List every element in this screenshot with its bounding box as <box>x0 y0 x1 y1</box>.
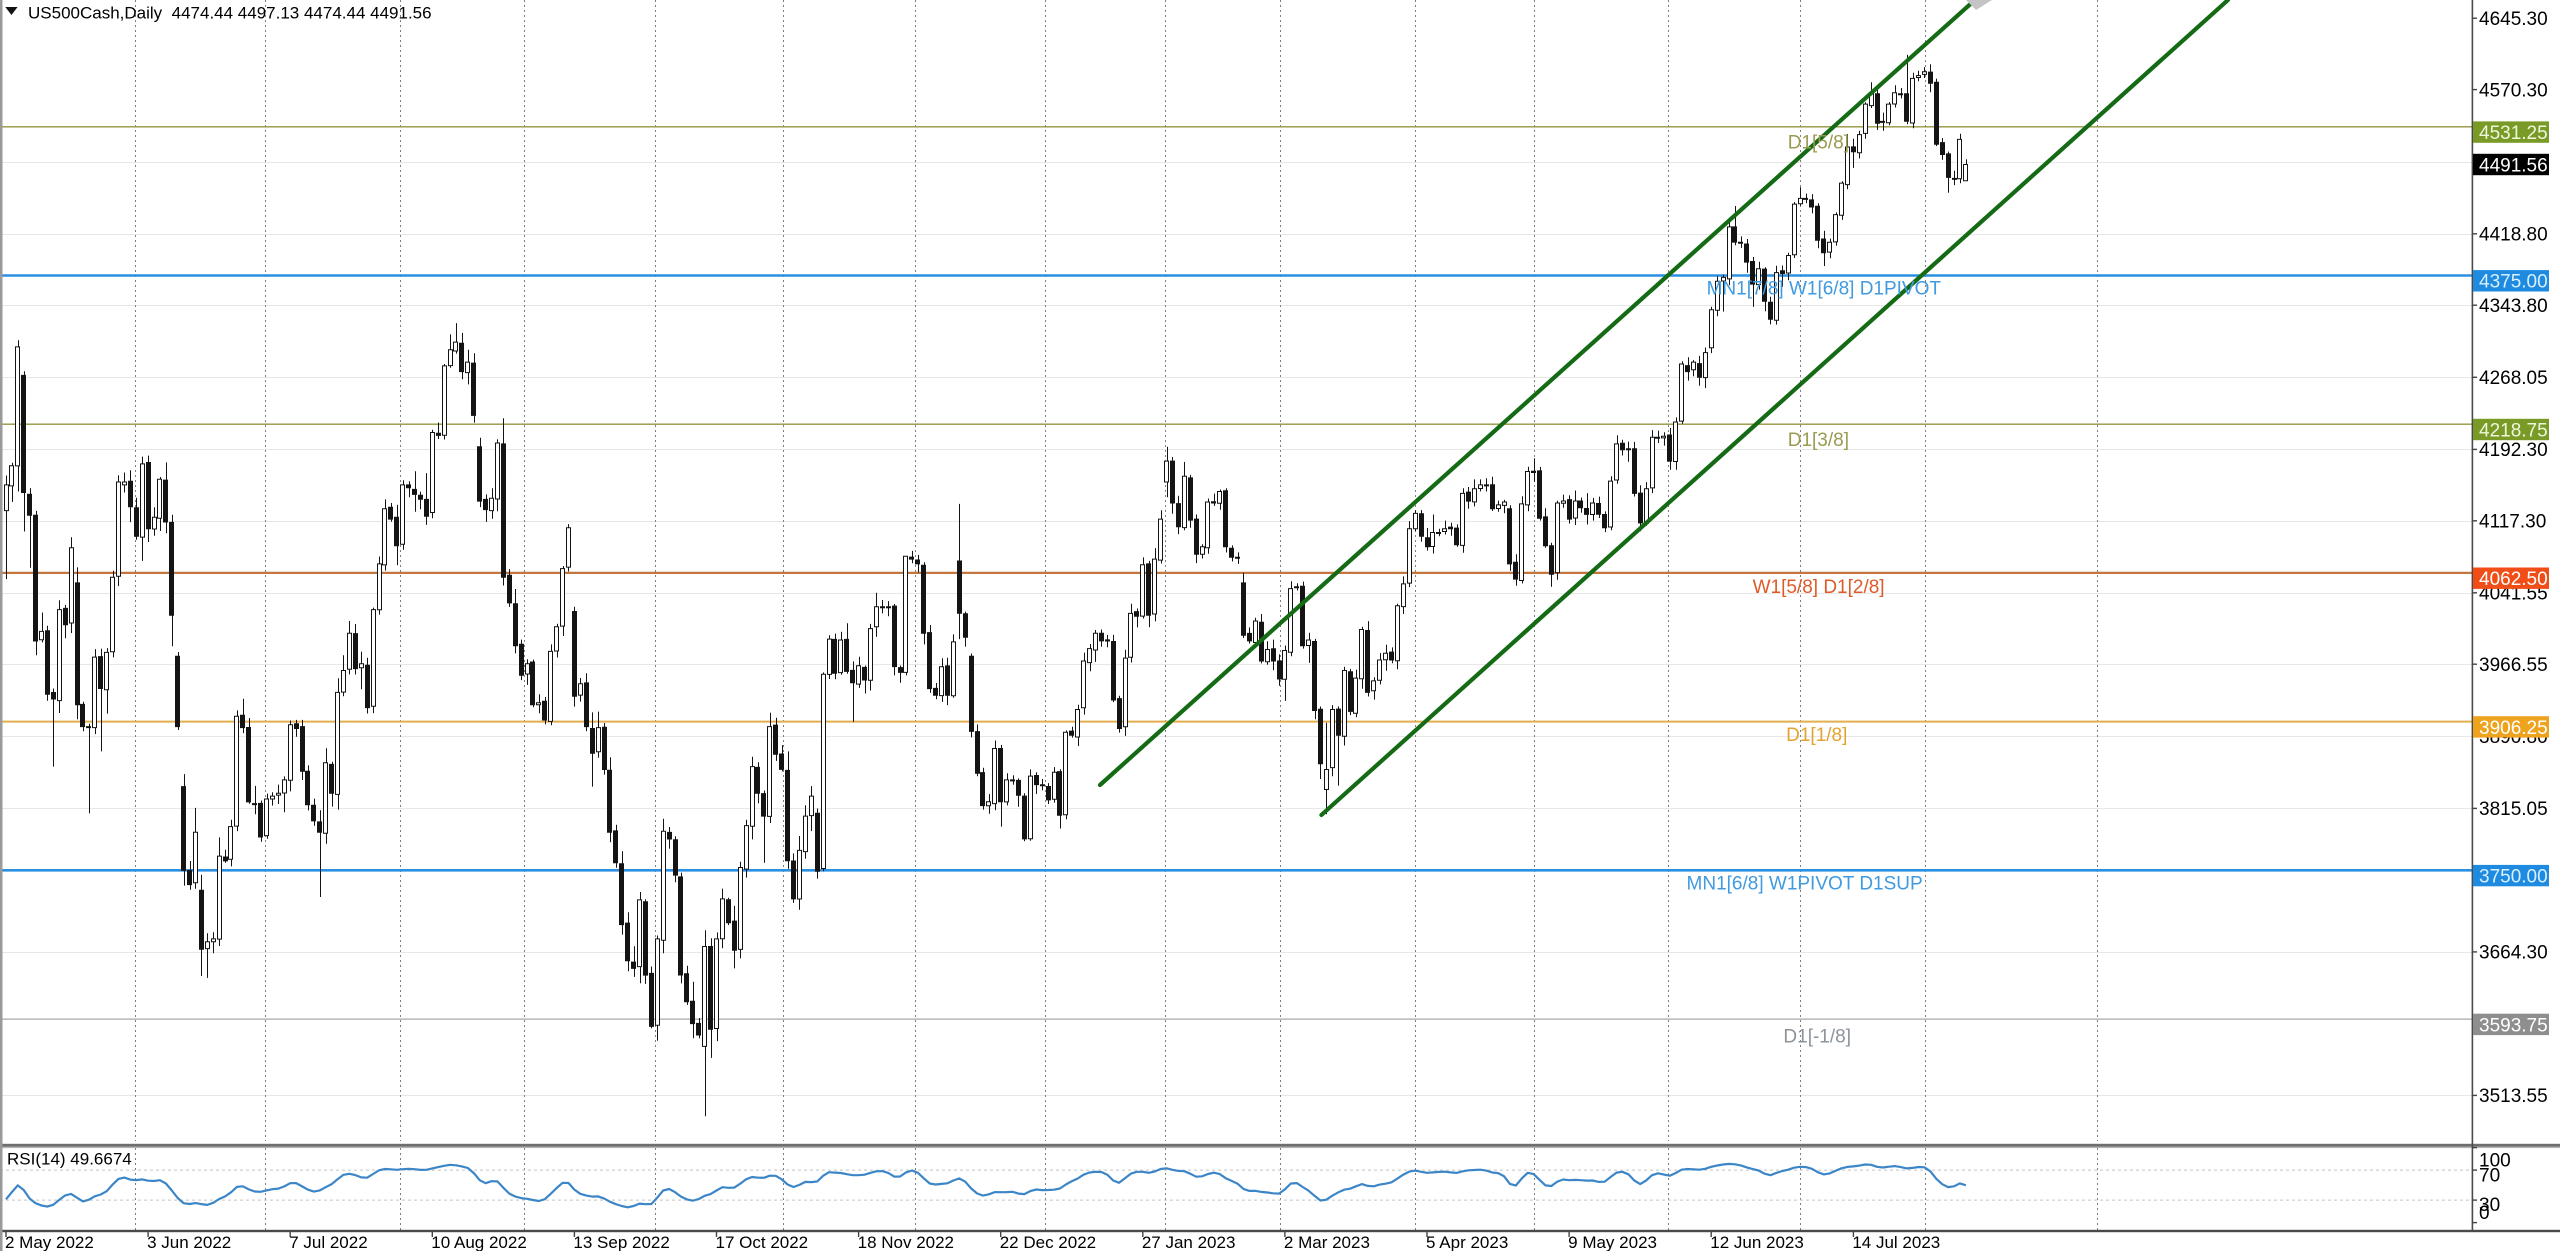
svg-text:3513.55: 3513.55 <box>2479 1086 2548 1107</box>
svg-text:14 Jul 2023: 14 Jul 2023 <box>1852 1233 1940 1251</box>
svg-text:D1[-1/8]: D1[-1/8] <box>1783 1027 1851 1048</box>
svg-text:D1[1/8]: D1[1/8] <box>1786 725 1847 746</box>
svg-text:4218.75: 4218.75 <box>2479 420 2548 441</box>
svg-text:13 Sep 2022: 13 Sep 2022 <box>573 1233 669 1251</box>
svg-text:2 Mar 2023: 2 Mar 2023 <box>1284 1233 1370 1251</box>
svg-text:30: 30 <box>2479 1195 2500 1216</box>
svg-text:4375.00: 4375.00 <box>2479 272 2548 293</box>
svg-text:D1[5/8]: D1[5/8] <box>1788 133 1849 154</box>
svg-text:17 Oct 2022: 17 Oct 2022 <box>716 1233 809 1251</box>
svg-text:9 May 2023: 9 May 2023 <box>1568 1233 1657 1251</box>
svg-text:3966.55: 3966.55 <box>2479 655 2548 676</box>
svg-text:3 Jun 2022: 3 Jun 2022 <box>147 1233 231 1251</box>
svg-text:4531.25: 4531.25 <box>2479 123 2548 144</box>
svg-text:4645.30: 4645.30 <box>2479 9 2548 30</box>
svg-text:27 Jan 2023: 27 Jan 2023 <box>1142 1233 1236 1251</box>
svg-text:MN1[6/8] W1PIVOT D1SUP: MN1[6/8] W1PIVOT D1SUP <box>1687 874 1923 895</box>
svg-text:2 May 2022: 2 May 2022 <box>5 1233 94 1251</box>
svg-text:3593.75: 3593.75 <box>2479 1015 2548 1036</box>
svg-text:3906.25: 3906.25 <box>2479 718 2548 739</box>
svg-text:4491.56: 4491.56 <box>2479 155 2548 176</box>
svg-text:MN1[7/8] W1[6/8] D1PIVOT: MN1[7/8] W1[6/8] D1PIVOT <box>1707 279 1942 300</box>
svg-text:4062.50: 4062.50 <box>2479 569 2548 590</box>
svg-text:70: 70 <box>2479 1166 2500 1187</box>
svg-text:4418.80: 4418.80 <box>2479 225 2548 246</box>
svg-text:22 Dec 2022: 22 Dec 2022 <box>1000 1233 1096 1251</box>
svg-text:7 Jul 2022: 7 Jul 2022 <box>289 1233 367 1251</box>
svg-text:3815.05: 3815.05 <box>2479 799 2548 820</box>
svg-text:4192.30: 4192.30 <box>2479 440 2548 461</box>
svg-text:4268.05: 4268.05 <box>2479 368 2548 389</box>
svg-text:3750.00: 3750.00 <box>2479 867 2548 888</box>
svg-text:4570.30: 4570.30 <box>2479 80 2548 101</box>
svg-text:4117.30: 4117.30 <box>2479 512 2546 533</box>
svg-text:3664.30: 3664.30 <box>2479 943 2548 964</box>
svg-text:100: 100 <box>2479 1150 2511 1171</box>
svg-text:5 Apr 2023: 5 Apr 2023 <box>1426 1233 1508 1251</box>
svg-text:4343.80: 4343.80 <box>2479 296 2548 317</box>
svg-text:12 Jun 2023: 12 Jun 2023 <box>1710 1233 1804 1251</box>
svg-text:RSI(14) 49.6674: RSI(14) 49.6674 <box>7 1150 132 1169</box>
svg-text:W1[5/8] D1[2/8]: W1[5/8] D1[2/8] <box>1753 577 1885 598</box>
svg-text:US500Cash,Daily 4474.44 4497.: US500Cash,Daily 4474.44 4497.13 4474.44 … <box>28 4 432 23</box>
svg-text:18 Nov 2022: 18 Nov 2022 <box>858 1233 954 1251</box>
svg-text:0: 0 <box>2479 1203 2490 1224</box>
svg-text:10 Aug 2022: 10 Aug 2022 <box>431 1233 526 1251</box>
svg-text:D1[3/8]: D1[3/8] <box>1788 430 1849 451</box>
